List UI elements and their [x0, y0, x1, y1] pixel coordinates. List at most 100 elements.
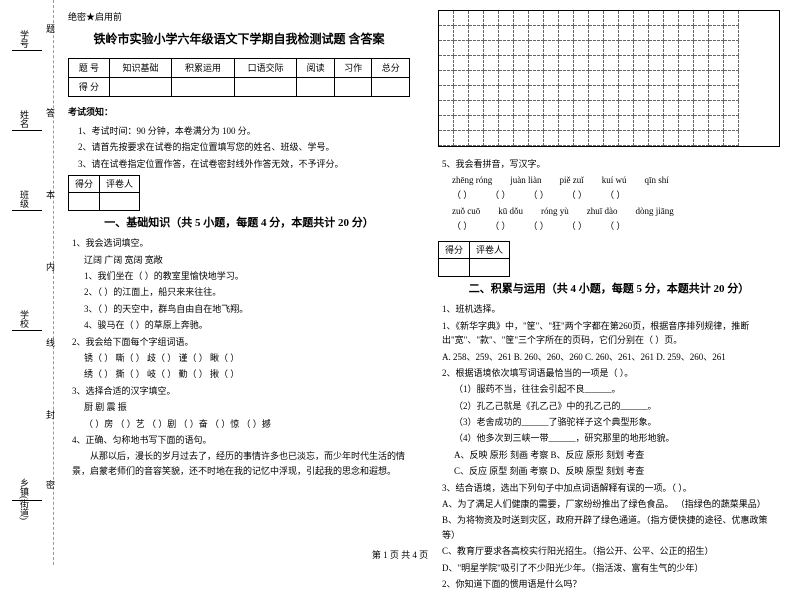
- margin-line: [12, 330, 42, 331]
- notice-head: 考试须知：: [68, 105, 410, 119]
- exam-page: 学号 题 姓名 答 班级 本 内 学校 线 封 乡镇(街道) 密 绝密★启用前 …: [0, 0, 800, 565]
- q1-item: 3、（ ）的天空中，群鸟自由自在地飞翔。: [84, 302, 410, 316]
- q2-line: 锈（ ） 嘶（ ） 歧（ ） 谨（ ） 瞅（ ）: [84, 351, 410, 365]
- td: 得分: [439, 241, 470, 258]
- s2-q1-3d: D、"明星学院"吸引了不少阳光少年。（指活泼、富有生气的少年）: [442, 561, 780, 575]
- paren-row: （ ） （ ） （ ） （ ） （ ）: [452, 219, 780, 233]
- td: 得 分: [69, 77, 110, 96]
- margin-xuehao: 学号: [18, 30, 31, 48]
- q5: 5、我会看拼音，写汉字。: [442, 157, 780, 171]
- exam-title: 铁岭市实验小学六年级语文下学期自我检测试题 含答案: [68, 30, 410, 49]
- margin-line: [12, 500, 42, 501]
- td: [109, 77, 172, 96]
- s2-q1-1: 1、《新华字典》中，"筐"、"狂"两个字都在第260页，根据音序排列规律，推断出…: [442, 319, 780, 348]
- margin-line: [12, 130, 42, 131]
- td: [100, 193, 140, 210]
- s2-q2: 2、你知道下面的惯用语是什么吗？: [442, 577, 780, 591]
- td: [334, 77, 372, 96]
- vt-da: 答: [44, 108, 57, 123]
- pinyin-row: zhēng róng juàn liàn piě zuǐ kuí wú qīn …: [452, 173, 780, 187]
- td: [297, 77, 335, 96]
- margin-banji: 班级: [18, 190, 31, 208]
- vt-xian: 线: [44, 338, 57, 353]
- q3-line: 厨 剧 震 振: [84, 400, 410, 414]
- table-row: 得 分: [69, 77, 410, 96]
- vt-feng: 封: [44, 410, 57, 425]
- paren: （ ）: [452, 219, 472, 233]
- paren: （ ）: [529, 188, 549, 202]
- q3-line: （ ）房 （ ）艺 （ ）剧 （ ）奋 （ ）惊 （ ）撼: [84, 417, 410, 431]
- vt-mi: 密: [44, 480, 57, 495]
- td: [470, 259, 510, 276]
- right-column: 5、我会看拼音，写汉字。 zhēng róng juàn liàn piě zu…: [424, 0, 794, 565]
- table-row: 题 号 知识基础 积累运用 口语交际 阅读 习作 总分: [69, 58, 410, 77]
- q3: 3、选择合适的汉字填空。: [72, 384, 410, 398]
- th: 总分: [372, 58, 410, 77]
- td: [439, 259, 470, 276]
- vt-nei: 内: [44, 262, 57, 277]
- s2-q1-2c: （3）老舍成功的______了骆驼祥子这个典型形象。: [454, 415, 780, 429]
- pinyin-row: zuǒ cuō kū dǒu róng yù zhuī dào dòng jiā…: [452, 204, 780, 218]
- section-2-title: 二、积累与运用（共 4 小题，每题 5 分，本题共计 20 分）: [438, 281, 780, 299]
- paren-row: （ ） （ ） （ ） （ ） （ ）: [452, 188, 780, 202]
- th: 积累运用: [172, 58, 235, 77]
- notice-item: 2、请首先按要求在试卷的指定位置填写您的姓名、班级、学号。: [78, 140, 410, 154]
- s2-q1-3b: B、为将物资及时送到灾区，政府开辟了绿色通道。（指方便快捷的途径、优惠政策等）: [442, 513, 780, 542]
- pinyin: róng yù: [541, 204, 569, 218]
- pinyin: zuǒ cuō: [452, 204, 480, 218]
- paren: （ ）: [567, 219, 587, 233]
- paren: （ ）: [605, 219, 625, 233]
- q1-words: 辽阔 广阔 宽阔 宽敞: [84, 253, 410, 267]
- mini-score-table: 得分评卷人: [68, 175, 140, 211]
- s2-q1-2d: （4）他多次到三峡一带______，研究那里的地形地貌。: [454, 431, 780, 445]
- pinyin: kū dǒu: [498, 204, 523, 218]
- mini-score-table-2: 得分评卷人: [438, 241, 510, 277]
- paren: （ ）: [490, 188, 510, 202]
- th: 习作: [334, 58, 372, 77]
- q1-item: 2、（ ）的江面上，船只来来往往。: [84, 285, 410, 299]
- td: [372, 77, 410, 96]
- left-column: 绝密★启用前 铁岭市实验小学六年级语文下学期自我检测试题 含答案 题 号 知识基…: [54, 0, 424, 565]
- pinyin: zhēng róng: [452, 173, 492, 187]
- vt-ti: 题: [44, 24, 57, 39]
- pinyin: juàn liàn: [510, 173, 541, 187]
- s2-q1-2: 2、根据语境依次填写词语最恰当的一项是（ ）。: [442, 366, 780, 380]
- pinyin: kuí wú: [602, 173, 627, 187]
- s2-q1-3: 3、结合语境，选出下列句子中加点词语解释有误的一项。（ ）。: [442, 481, 780, 495]
- th: 口语交际: [234, 58, 297, 77]
- paren: （ ）: [452, 188, 472, 202]
- q4: 4、正确、匀称地书写下面的语句。: [72, 433, 410, 447]
- pinyin: dòng jiāng: [636, 204, 674, 218]
- s2-q1-3a: A、为了满足人们健康的需要，厂家纷纷推出了绿色食品。 （指绿色的蔬菜果品）: [442, 497, 780, 511]
- notice-item: 1、考试时间：90 分钟，本卷满分为 100 分。: [78, 124, 410, 138]
- page-footer: 第 1 页 共 4 页: [0, 548, 800, 561]
- th: 题 号: [69, 58, 110, 77]
- score-table: 题 号 知识基础 积累运用 口语交际 阅读 习作 总分 得 分: [68, 58, 410, 98]
- margin-xingming: 姓名: [18, 110, 31, 128]
- section-1-title: 一、基础知识（共 5 小题，每题 4 分，本题共计 20 分）: [68, 215, 410, 233]
- td: [69, 193, 100, 210]
- td: [234, 77, 297, 96]
- left-margin: 学号 题 姓名 答 班级 本 内 学校 线 封 乡镇(街道) 密: [0, 0, 54, 565]
- margin-line: [12, 210, 42, 211]
- s2-q1-2b: （2）孔乙己就是《孔乙己》中的孔乙己的______。: [454, 399, 780, 413]
- s2-q1-opts: A. 258、259、261 B. 260、260、260 C. 260、261…: [442, 350, 780, 364]
- secret-label: 绝密★启用前: [68, 10, 410, 24]
- q1-item: 1、我们坐在（ ）的教室里愉快地学习。: [84, 269, 410, 283]
- td: [172, 77, 235, 96]
- q1: 1、我会选词填空。: [72, 236, 410, 250]
- td: 得分: [69, 175, 100, 192]
- s2-q1-2opts: C、反应 原型 刻画 考察 D、反映 原型 刻划 考查: [454, 464, 780, 478]
- q2-line: 绣（ ） 撕（ ） 岐（ ） 勤（ ） 揪（ ）: [84, 367, 410, 381]
- paren: （ ）: [605, 188, 625, 202]
- paren: （ ）: [567, 188, 587, 202]
- paren: （ ）: [529, 219, 549, 233]
- td: 评卷人: [470, 241, 510, 258]
- s2-q1-2opts: A、反映 原形 刻画 考察 B、反应 原形 刻划 考查: [454, 448, 780, 462]
- margin-xiangzhen: 乡镇(街道): [18, 478, 31, 520]
- vt-ben: 本: [44, 190, 57, 205]
- s2-q1-2a: （1）服药不当，往往会引起不良______。: [454, 382, 780, 396]
- writing-grid: [438, 10, 780, 147]
- q2: 2、我会给下面每个字组词语。: [72, 335, 410, 349]
- margin-xuexiao: 学校: [18, 310, 31, 328]
